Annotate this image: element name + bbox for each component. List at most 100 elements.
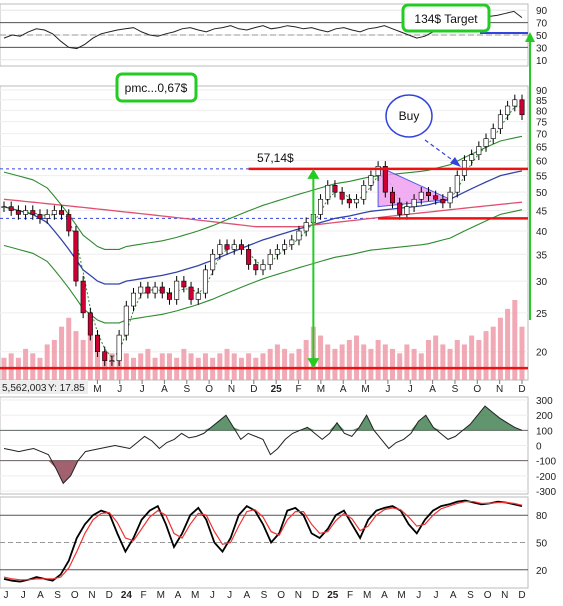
mid-oscillator-line: [3, 405, 523, 485]
stoch-x-tick-label: 25: [327, 590, 339, 601]
volume-bar: [188, 353, 194, 380]
buy-circle: [385, 94, 433, 138]
mid-y-tick-label: -100: [536, 457, 556, 468]
mid-y-tick-label: 100: [536, 426, 553, 437]
price-y-tick-label: 35: [536, 250, 548, 261]
stoch-x-tick-label: A: [37, 590, 44, 601]
candle-body: [282, 244, 288, 250]
stoch-x-tick-label: A: [381, 590, 388, 601]
candle-body: [109, 360, 115, 362]
candle-body: [138, 286, 144, 294]
price-x-tick-label: S: [452, 384, 459, 395]
volume-bar: [397, 353, 403, 380]
candle-body: [267, 253, 273, 265]
volume-bar: [73, 331, 79, 380]
y-readout: Y: 17.85: [48, 383, 85, 394]
volume-bar: [274, 344, 280, 380]
buy-annotation: Buy: [385, 94, 461, 167]
price-x-tick-label: M: [93, 384, 101, 395]
stoch-x-tick-label: D: [518, 590, 525, 601]
volume-bar: [231, 353, 237, 380]
price-y-tick-label: 20: [536, 348, 548, 359]
candle-body: [447, 191, 453, 204]
volume-bar: [476, 340, 482, 380]
price-x-tick-label: S: [183, 384, 190, 395]
price-x-tick-label: J: [408, 384, 413, 395]
volume-bar: [425, 340, 431, 380]
candle-body: [519, 99, 525, 116]
candle-body: [37, 214, 43, 219]
volume-bar: [325, 344, 331, 380]
volume-bar: [8, 353, 14, 380]
candle-body: [368, 175, 374, 186]
price-x-tick-label: F: [295, 384, 301, 395]
target-arrow-head: [525, 32, 535, 42]
candle-body: [44, 214, 50, 219]
buy-arrow-head: [450, 157, 461, 167]
mid-y-tick-label: -300: [536, 487, 556, 498]
volume-bar: [44, 344, 50, 380]
top-y-tick-label: 70: [536, 19, 548, 30]
candle-body: [476, 146, 482, 156]
stoch-x-tick-label: J: [210, 590, 215, 601]
price-y-tick-label: 90: [536, 86, 548, 97]
stoch-x-tick-label: J: [4, 590, 9, 601]
stoch-x-tick-label: A: [175, 590, 182, 601]
candle-body: [318, 198, 324, 215]
stoch-x-tick-label: N: [88, 590, 95, 601]
chart-marks: [0, 10, 535, 583]
price-x-tick-label: O: [473, 384, 481, 395]
volume-bar: [497, 317, 503, 380]
price-x-tick-label: D: [518, 384, 525, 395]
candle-body: [159, 286, 165, 294]
stoch-x-tick-label: O: [277, 590, 285, 601]
candle-body: [87, 312, 93, 336]
price-x-tick-label: D: [250, 384, 257, 395]
volume-bar: [447, 348, 453, 380]
volume-bar: [217, 353, 223, 380]
stoch-y-tick-label: 20: [536, 566, 548, 577]
candle-body: [425, 191, 431, 196]
candle-body: [346, 198, 352, 204]
candle-body: [246, 249, 252, 265]
candle-body: [433, 195, 439, 200]
candle-body: [188, 286, 194, 300]
volume-bar: [512, 300, 518, 380]
price-y-tick-label: 60: [536, 156, 548, 167]
candle-body: [238, 244, 244, 250]
candle-body: [354, 198, 360, 204]
volume-bar: [138, 353, 144, 380]
candle-body: [332, 185, 338, 193]
candle-body: [217, 244, 223, 255]
candle-body: [145, 286, 151, 294]
price-x-tick-label: A: [340, 384, 347, 395]
stoch-x-tick-label: O: [71, 590, 79, 601]
volume-bar: [461, 344, 467, 380]
stoch-x-tick-label: S: [54, 590, 61, 601]
volume-bar: [303, 340, 309, 380]
candle-body: [166, 292, 172, 300]
price-y-tick-label: 45: [536, 207, 548, 218]
volume-bar: [159, 353, 165, 380]
volume-bar: [490, 326, 496, 380]
candle-body: [303, 222, 309, 232]
price-y-tick-label: 75: [536, 118, 548, 129]
stoch-x-tick-label: M: [363, 590, 371, 601]
candle-body: [131, 292, 137, 307]
stoch-x-tick-label: N: [295, 590, 302, 601]
range-label: 57,14$: [257, 151, 294, 165]
candle-body: [51, 210, 57, 215]
candle-body: [253, 264, 259, 271]
readout-bar: 5,562,003 Y: 17.85: [0, 380, 88, 394]
price-x-tick-label: 25: [271, 384, 283, 395]
price-x-tick-label: M: [361, 384, 369, 395]
stoch-x-tick-label: O: [484, 590, 492, 601]
buy-arrow-line: [424, 139, 456, 163]
candle-body: [102, 351, 108, 361]
volume-bar: [260, 353, 266, 380]
volume-bar: [181, 348, 187, 380]
price-y-tick-label: 50: [536, 188, 548, 199]
top-y-tick-label: 30: [536, 43, 548, 54]
price-y-tick-label: 55: [536, 172, 548, 183]
volume-bar: [267, 348, 273, 380]
